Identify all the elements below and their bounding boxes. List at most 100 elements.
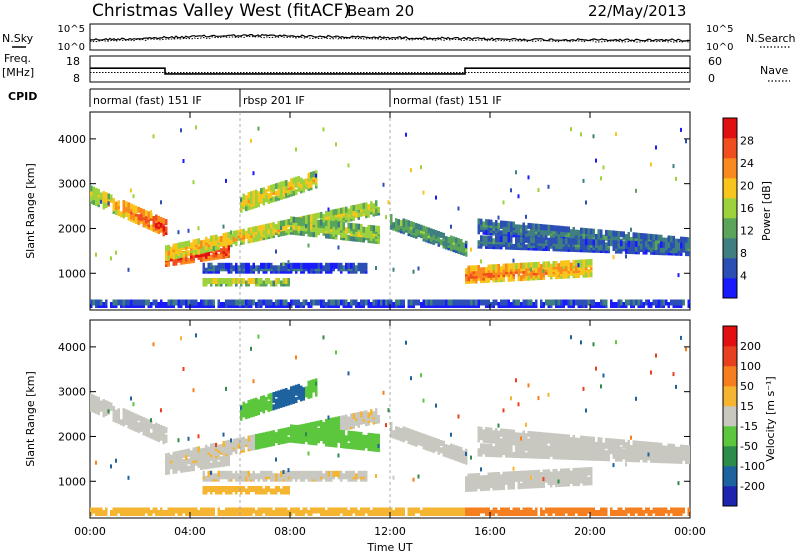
- power-cell: [497, 243, 500, 250]
- power-cell: [287, 302, 290, 308]
- velocity-cell: [377, 507, 380, 514]
- power-cell: [362, 262, 365, 269]
- power-cell: [462, 242, 465, 249]
- power-cell: [277, 221, 280, 228]
- power-cell: [570, 262, 573, 269]
- velocity-cell: [267, 470, 270, 477]
- power-cell: [275, 278, 278, 284]
- power-cell: [482, 240, 485, 247]
- velocity-cell: [250, 435, 253, 441]
- velocity-cell: [485, 427, 488, 434]
- velocity-cell: [510, 444, 513, 451]
- velocity-cell: [442, 507, 445, 514]
- power-cell: [360, 299, 363, 306]
- velocity-cell: [550, 432, 553, 439]
- power-cell: [492, 276, 495, 283]
- velocity-cell: [512, 451, 515, 458]
- power-cell: [250, 138, 252, 143]
- power-cell: [400, 299, 403, 306]
- velocity-cell: [190, 507, 193, 514]
- velocity-cell: [257, 404, 260, 411]
- power-cell: [192, 299, 195, 306]
- power-cell: [507, 241, 510, 248]
- power-cell: [352, 299, 355, 306]
- velocity-cell: [542, 469, 545, 476]
- velocity-cell: [530, 438, 533, 445]
- power-cell: [320, 219, 323, 226]
- velocity-cell: [285, 388, 288, 394]
- velocity-cell: [212, 486, 215, 492]
- power-cell: [300, 177, 303, 184]
- velocity-cell: [470, 473, 473, 480]
- power-cell: [662, 299, 665, 306]
- velocity-cell: [365, 507, 368, 514]
- power-cell: [230, 262, 233, 269]
- colorbar-swatch: [723, 138, 737, 159]
- velocity-cell: [425, 434, 428, 441]
- power-cell: [255, 189, 258, 196]
- power-cell: [195, 125, 197, 130]
- velocity-cell: [312, 421, 315, 428]
- power-cell: [607, 239, 610, 246]
- velocity-cell: [597, 447, 600, 454]
- power-cell: [332, 225, 335, 232]
- power-cell: [232, 299, 235, 306]
- power-cell: [465, 243, 467, 248]
- power-cell: [557, 225, 560, 232]
- velocity-cell: [122, 408, 125, 415]
- velocity-cell: [225, 445, 228, 452]
- power-cell: [325, 262, 328, 269]
- velocity-cell: [105, 400, 108, 407]
- velocity-cell: [540, 432, 543, 438]
- velocity-cell: [110, 510, 113, 516]
- velocity-cell: [315, 507, 318, 514]
- power-cell: [677, 273, 680, 278]
- power-cell: [667, 302, 670, 308]
- power-cell: [252, 171, 255, 176]
- power-cell: [300, 229, 303, 236]
- power-cell: [587, 269, 590, 275]
- velocity-cell: [192, 388, 195, 393]
- power-cell: [237, 299, 240, 306]
- power-cell: [500, 299, 503, 306]
- velocity-cell: [282, 470, 285, 474]
- power-cell: [612, 230, 615, 237]
- power-cell: [422, 225, 425, 232]
- velocity-cell: [507, 439, 510, 445]
- power-cell: [330, 267, 333, 274]
- power-cell: [560, 225, 563, 232]
- velocity-cell: [552, 469, 555, 475]
- power-cell: [315, 231, 318, 238]
- velocity-cell: [525, 422, 527, 427]
- velocity-cell: [360, 507, 363, 514]
- power-cell: [390, 299, 393, 306]
- velocity-cell: [282, 388, 285, 395]
- power-cell: [422, 190, 425, 195]
- power-cell: [467, 265, 470, 272]
- velocity-cell: [262, 488, 265, 495]
- power-cell: [167, 249, 170, 256]
- power-cell: [332, 299, 335, 306]
- power-cell: [205, 236, 208, 243]
- power-cell: [230, 238, 233, 245]
- velocity-cell: [437, 439, 440, 445]
- power-cell: [480, 267, 483, 274]
- power-cell: [270, 280, 273, 287]
- velocity-cell: [372, 433, 375, 440]
- velocity-cell: [245, 507, 248, 514]
- power-cell: [222, 245, 225, 252]
- power-cell: [307, 243, 310, 248]
- power-cell: [167, 244, 170, 251]
- power-cell: [522, 299, 525, 306]
- power-cell: [430, 228, 433, 235]
- velocity-cell: [172, 507, 175, 514]
- velocity-cell: [205, 486, 208, 492]
- power-cell: [252, 278, 255, 284]
- velocity-cell: [157, 510, 160, 516]
- velocity-cell: [592, 447, 595, 454]
- velocity-cell: [545, 437, 548, 444]
- power-cell: [665, 237, 668, 244]
- velocity-cell: [412, 507, 415, 514]
- velocity-cell: [570, 437, 573, 444]
- velocity-cell: [440, 507, 443, 514]
